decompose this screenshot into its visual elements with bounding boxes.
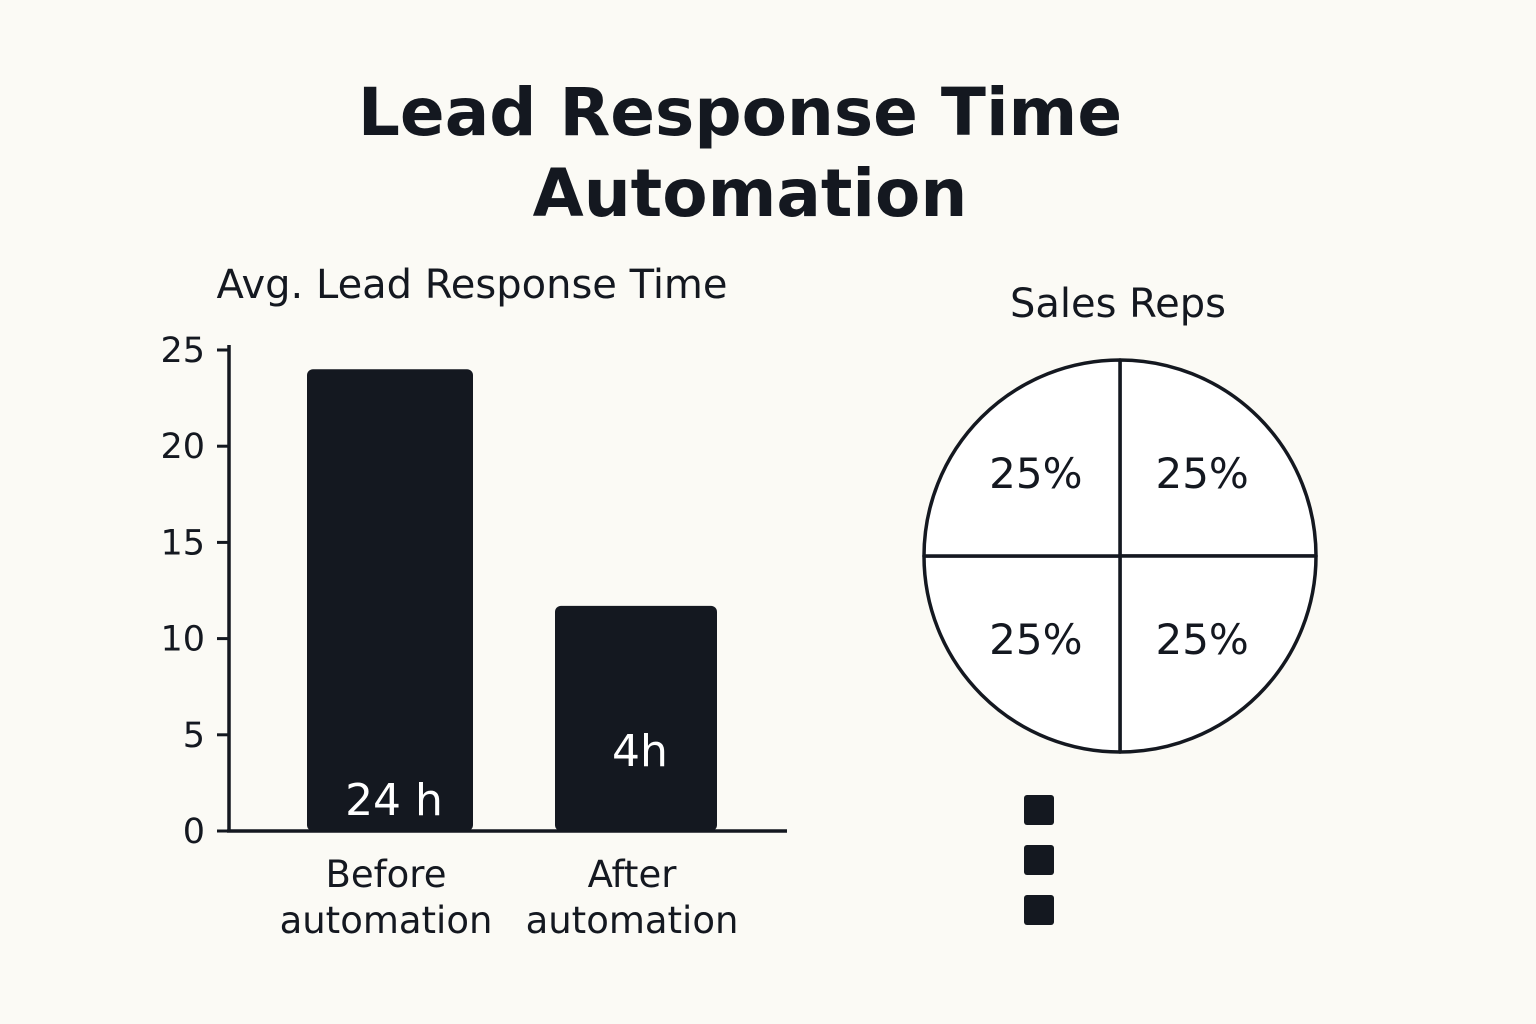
- pie-chart: Sales Reps 25% 25% 25% 25%: [922, 281, 1318, 754]
- bar-chart: Avg. Lead Response Time 0 5 10 15 20 25 24 h 4…: [160, 262, 787, 942]
- y-tick-label: 5: [183, 716, 205, 756]
- main-title-line-1: Lead Response Time: [358, 74, 1122, 151]
- legend-marker-square: [1024, 845, 1054, 875]
- x-category-label: Before: [326, 853, 447, 896]
- legend-markers: [1024, 795, 1054, 925]
- pie-slices: [922, 358, 1318, 754]
- pie-slice: [1118, 554, 1318, 754]
- bar: [555, 605, 717, 831]
- y-axis-ticks: 0 5 10 15 20 25: [160, 331, 229, 852]
- pie-slice-label: 25%: [989, 449, 1082, 498]
- y-tick-label: 20: [160, 427, 205, 467]
- y-tick-label: 0: [183, 812, 205, 852]
- legend-marker-square: [1024, 795, 1054, 825]
- main-title-line-2: Automation: [533, 155, 968, 232]
- y-tick-label: 15: [160, 523, 205, 563]
- pie-slice: [1118, 358, 1318, 558]
- y-tick-label: 25: [160, 331, 205, 371]
- bar-chart-title: Avg. Lead Response Time: [216, 262, 727, 308]
- legend-marker-square: [1024, 895, 1054, 925]
- x-category-label: automation: [280, 899, 493, 942]
- pie-slice-label: 25%: [1155, 615, 1248, 664]
- pie-slice-label: 25%: [1155, 449, 1248, 498]
- pie-slice: [922, 554, 1122, 754]
- y-tick-label: 10: [160, 620, 205, 660]
- pie-slice-label: 25%: [989, 615, 1082, 664]
- bar-data-label: 4h: [612, 726, 668, 777]
- pie-chart-title: Sales Reps: [1010, 281, 1226, 327]
- bar: [307, 369, 473, 831]
- pie-slice-labels: 25% 25% 25% 25%: [989, 449, 1249, 664]
- x-category-label: automation: [526, 899, 739, 942]
- x-category-label: After: [588, 853, 678, 896]
- bar-data-label: 24 h: [345, 775, 443, 826]
- bars: 24 h 4h: [307, 369, 717, 831]
- pie-slice: [922, 358, 1122, 558]
